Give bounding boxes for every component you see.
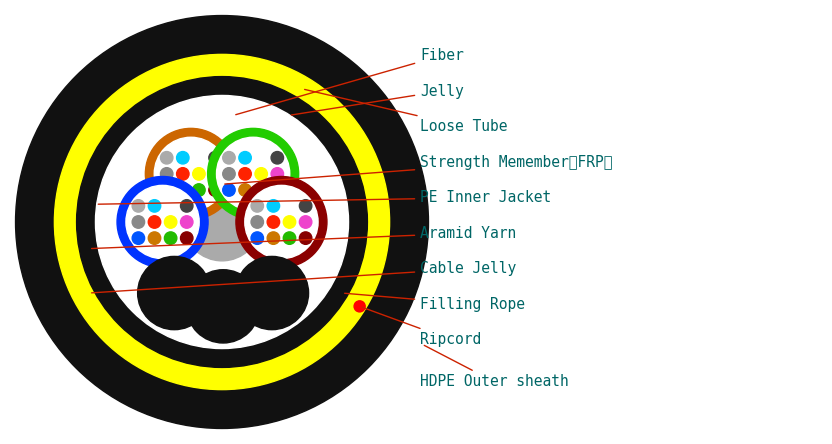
Circle shape	[96, 95, 349, 349]
Circle shape	[77, 77, 368, 367]
Circle shape	[117, 177, 208, 267]
Circle shape	[209, 168, 221, 180]
Circle shape	[132, 216, 145, 228]
Circle shape	[271, 168, 284, 180]
Circle shape	[239, 151, 251, 164]
Circle shape	[236, 177, 327, 267]
Circle shape	[300, 232, 312, 244]
Text: Jelly: Jelly	[291, 83, 464, 115]
Circle shape	[148, 232, 161, 244]
Circle shape	[216, 137, 290, 210]
Circle shape	[54, 55, 389, 390]
Circle shape	[209, 184, 221, 196]
Text: PE Inner Jacket: PE Inner Jacket	[98, 190, 552, 205]
Circle shape	[245, 186, 318, 258]
Circle shape	[176, 151, 189, 164]
Circle shape	[271, 151, 284, 164]
Circle shape	[148, 216, 161, 228]
Circle shape	[137, 257, 210, 329]
Circle shape	[193, 168, 206, 180]
Circle shape	[239, 184, 251, 196]
Circle shape	[148, 200, 161, 212]
Circle shape	[161, 168, 173, 180]
Circle shape	[161, 184, 173, 196]
Circle shape	[283, 232, 295, 244]
Circle shape	[181, 200, 193, 212]
Circle shape	[251, 216, 264, 228]
Circle shape	[283, 216, 295, 228]
Circle shape	[255, 151, 267, 164]
Circle shape	[267, 216, 280, 228]
Text: Cable Jelly: Cable Jelly	[92, 261, 517, 293]
Circle shape	[267, 232, 280, 244]
Circle shape	[132, 232, 145, 244]
Circle shape	[300, 200, 312, 212]
Circle shape	[154, 137, 227, 210]
Circle shape	[165, 216, 177, 228]
Circle shape	[161, 151, 173, 164]
Text: Fiber: Fiber	[235, 48, 464, 115]
Text: Loose Tube: Loose Tube	[305, 89, 508, 134]
Circle shape	[16, 16, 428, 428]
Circle shape	[223, 184, 235, 196]
Text: Aramid Yarn: Aramid Yarn	[92, 226, 517, 249]
Text: HDPE Outer sheath: HDPE Outer sheath	[420, 345, 569, 389]
Circle shape	[255, 168, 267, 180]
Circle shape	[176, 168, 189, 180]
Circle shape	[165, 232, 177, 244]
Circle shape	[183, 183, 261, 261]
Circle shape	[186, 270, 260, 343]
Circle shape	[208, 128, 299, 219]
Circle shape	[251, 232, 264, 244]
Circle shape	[283, 200, 295, 212]
Text: Filling Rope: Filling Rope	[344, 293, 525, 312]
Circle shape	[251, 200, 264, 212]
Circle shape	[300, 216, 312, 228]
Circle shape	[223, 151, 235, 164]
Circle shape	[271, 184, 284, 196]
Circle shape	[235, 257, 309, 329]
Text: Ripcord: Ripcord	[362, 307, 482, 347]
Circle shape	[267, 200, 280, 212]
Circle shape	[193, 151, 206, 164]
Circle shape	[62, 62, 382, 382]
Circle shape	[209, 151, 221, 164]
Circle shape	[176, 184, 189, 196]
Circle shape	[239, 168, 251, 180]
Circle shape	[193, 184, 206, 196]
Circle shape	[126, 186, 199, 258]
Circle shape	[354, 301, 365, 312]
Circle shape	[255, 184, 267, 196]
Circle shape	[132, 200, 145, 212]
Circle shape	[223, 168, 235, 180]
Circle shape	[181, 216, 193, 228]
Text: Strength Memember（FRP）: Strength Memember（FRP）	[225, 155, 612, 184]
Circle shape	[146, 128, 236, 219]
Circle shape	[181, 232, 193, 244]
Circle shape	[165, 200, 177, 212]
